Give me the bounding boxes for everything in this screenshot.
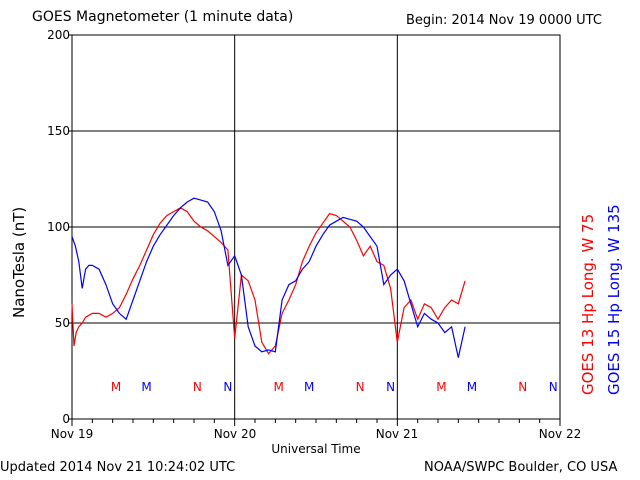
- y-tick-0: 0: [62, 412, 70, 426]
- marker-m-0: M: [111, 380, 121, 394]
- begin-label: Begin: 2014 Nov 19 0000 UTC: [406, 13, 602, 28]
- updated-label: Updated 2014 Nov 21 10:24:02 UTC: [0, 460, 236, 475]
- marker-m-4: M: [274, 380, 284, 394]
- marker-m-8: M: [436, 380, 446, 394]
- y-tick-100: 100: [47, 220, 70, 234]
- marker-n-2: N: [193, 380, 202, 394]
- x-tick-nov21: Nov 21: [375, 427, 419, 441]
- marker-m-5: M: [304, 380, 314, 394]
- x-axis-label: Universal Time: [271, 442, 361, 456]
- series-line-goes15: [71, 197, 466, 358]
- marker-m-9: M: [467, 380, 477, 394]
- marker-n-7: N: [386, 380, 395, 394]
- y-tick-50: 50: [54, 316, 70, 330]
- chart-title: GOES Magnetometer (1 minute data): [32, 9, 294, 25]
- x-tick-nov22: Nov 22: [538, 427, 582, 441]
- marker-m-1: M: [141, 380, 151, 394]
- x-tick-nov19: Nov 19: [50, 427, 94, 441]
- credit-label: NOAA/SWPC Boulder, CO USA: [424, 460, 618, 475]
- y-tick-200: 200: [47, 28, 70, 42]
- x-tick-nov20: Nov 20: [213, 427, 257, 441]
- marker-n-10: N: [518, 380, 527, 394]
- marker-n-6: N: [356, 380, 365, 394]
- marker-n-3: N: [223, 380, 232, 394]
- y-tick-150: 150: [47, 124, 70, 138]
- series-line-goes13: [71, 207, 466, 355]
- marker-n-11: N: [549, 380, 558, 394]
